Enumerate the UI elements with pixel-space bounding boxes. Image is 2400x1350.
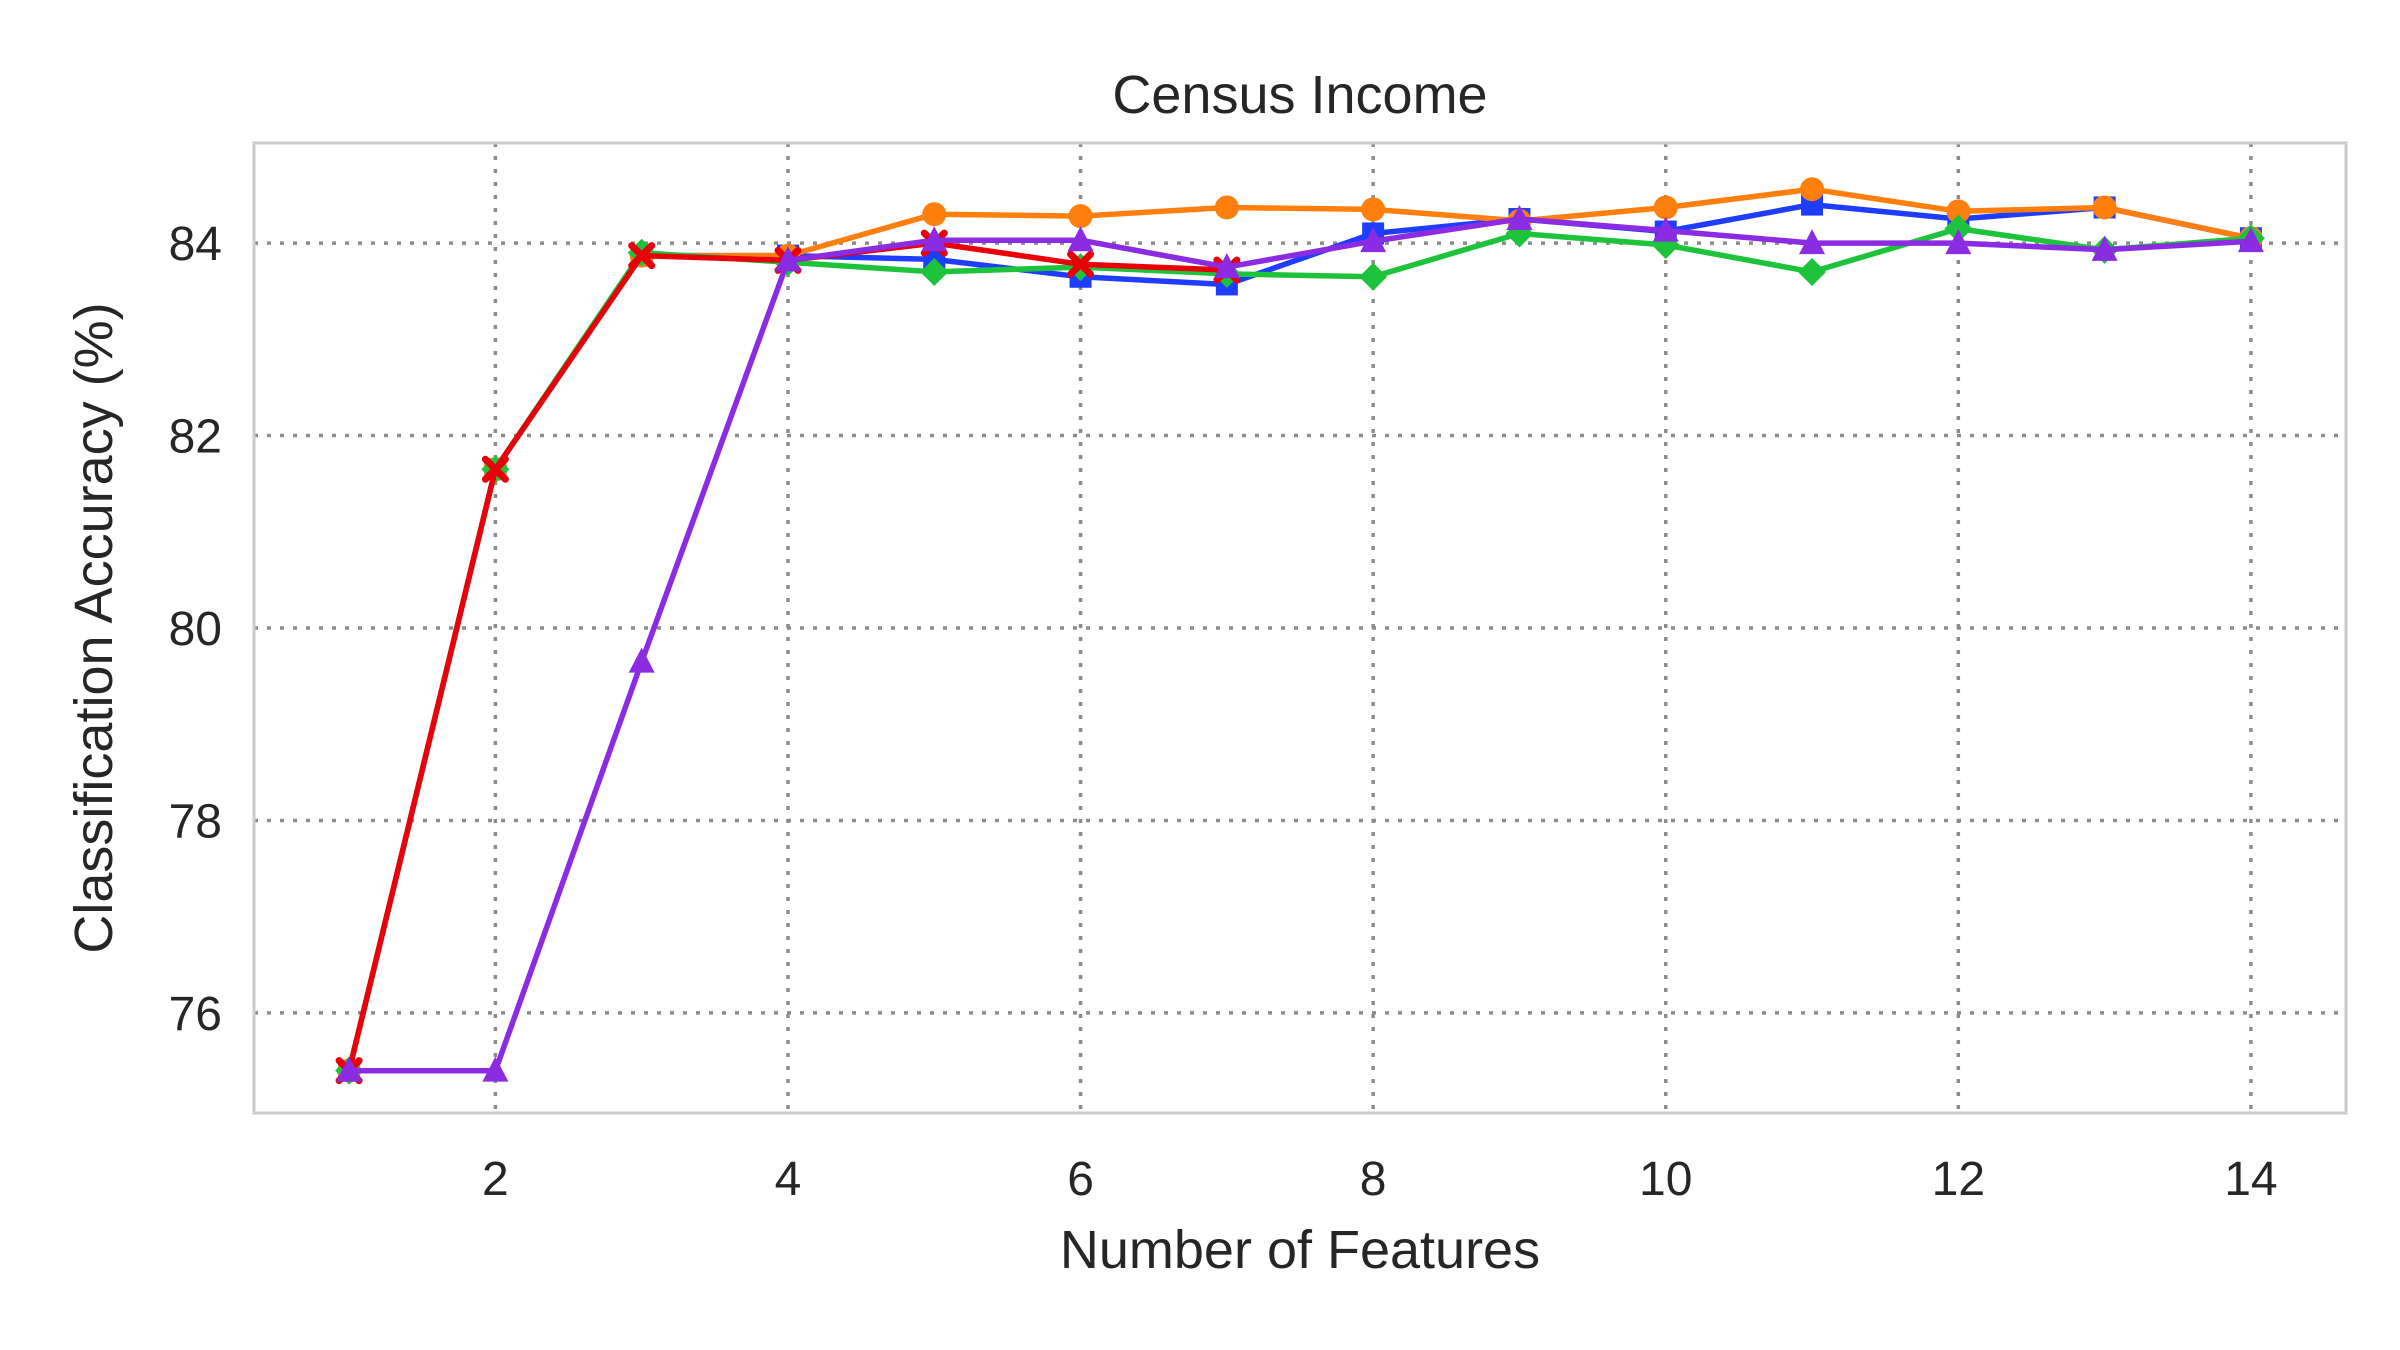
data-point — [1946, 199, 1971, 224]
data-point — [922, 202, 947, 227]
series-group — [335, 177, 2265, 1085]
series-1 — [338, 193, 2262, 1082]
series-4 — [335, 229, 1241, 1085]
plot-frame — [252, 141, 2348, 1115]
data-point — [1360, 227, 1387, 253]
data-point — [921, 226, 948, 252]
data-point — [2091, 235, 2118, 261]
series-line — [346, 216, 2254, 1074]
gridlines — [254, 143, 2346, 1113]
x-tick-label: 2 — [482, 1153, 509, 1206]
x-tick-label: 6 — [1067, 1153, 1094, 1206]
data-point — [920, 257, 949, 286]
data-point — [1653, 195, 1678, 220]
data-point — [2237, 227, 2264, 253]
x-tick-label: 14 — [2224, 1153, 2277, 1206]
x-tick-label: 8 — [1360, 1153, 1387, 1206]
y-tick-label: 76 — [169, 988, 222, 1041]
data-point — [774, 246, 801, 272]
series-3 — [335, 214, 2265, 1085]
data-point — [1945, 229, 1972, 255]
x-tick-label: 4 — [775, 1153, 802, 1206]
data-point — [1799, 229, 1826, 255]
series-line — [346, 186, 2254, 1074]
data-point — [1068, 204, 1093, 229]
data-point — [1213, 253, 1240, 279]
data-point — [1652, 216, 1679, 242]
data-point — [1800, 177, 1825, 202]
data-point — [628, 242, 656, 270]
data-point — [1361, 197, 1386, 222]
x-tick-label: 12 — [1932, 1153, 1985, 1206]
series-2 — [337, 177, 2263, 1083]
y-tick-label: 80 — [169, 603, 222, 656]
data-point — [2092, 195, 2117, 220]
x-tick-label: 10 — [1639, 1153, 1692, 1206]
data-point — [482, 1056, 509, 1082]
series-line — [346, 201, 2254, 1074]
tick-labels: 2 4 6 8 10 12 14 76 78 80 82 84 — [169, 218, 2278, 1206]
series-5 — [336, 205, 2264, 1082]
data-point — [1944, 214, 1973, 243]
data-point — [1067, 250, 1095, 278]
y-tick-label: 84 — [169, 218, 222, 271]
data-point — [481, 455, 509, 483]
series-line — [346, 225, 2254, 1074]
data-point — [1798, 257, 1827, 286]
x-axis-label: Number of Features — [1060, 1220, 1540, 1280]
data-point — [1067, 226, 1094, 252]
data-point — [1214, 195, 1239, 220]
data-point — [336, 1056, 363, 1082]
chart-title: Census Income — [1112, 65, 1487, 125]
y-axis-label: Classification Accuracy (%) — [64, 302, 124, 953]
data-point — [628, 647, 655, 673]
data-point — [1506, 205, 1533, 231]
y-tick-label: 78 — [169, 795, 222, 848]
y-tick-label: 82 — [169, 411, 222, 464]
data-point — [1359, 262, 1388, 291]
